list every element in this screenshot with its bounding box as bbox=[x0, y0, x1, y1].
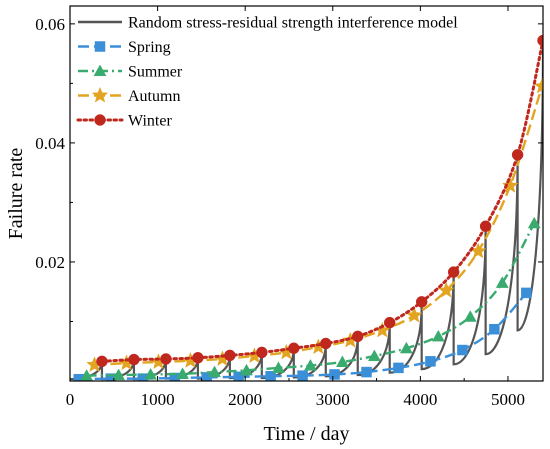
x-tick-label: 3000 bbox=[316, 390, 350, 409]
data-point-summer-7 bbox=[304, 359, 317, 371]
data-point-winter-11 bbox=[447, 266, 460, 278]
x-tick-label: 4000 bbox=[403, 390, 437, 409]
data-point-spring-11 bbox=[425, 356, 436, 367]
data-point-winter-12 bbox=[479, 220, 492, 232]
data-point-summer-11 bbox=[431, 329, 445, 342]
data-point-autumn-10 bbox=[405, 306, 423, 323]
data-point-winter-6 bbox=[288, 342, 300, 355]
data-point-winter-2 bbox=[160, 353, 172, 365]
legend-entry-4: Winter bbox=[76, 113, 172, 130]
data-point-summer-13 bbox=[495, 276, 509, 288]
data-point-autumn-13 bbox=[501, 177, 519, 193]
plot-frame bbox=[69, 5, 544, 382]
data-point-winter-9 bbox=[383, 316, 396, 329]
y-tick-label: 0.02 bbox=[35, 253, 65, 272]
data-point-spring-7 bbox=[297, 370, 308, 381]
data-point-winter-13 bbox=[511, 149, 524, 161]
data-point-spring-6 bbox=[265, 370, 276, 381]
legend-marker bbox=[94, 41, 106, 52]
data-point-autumn-14 bbox=[533, 77, 543, 94]
data-point-summer-10 bbox=[399, 341, 413, 354]
data-point-summer-3 bbox=[176, 367, 189, 379]
data-point-winter-0 bbox=[96, 355, 108, 368]
legend-marker bbox=[93, 64, 107, 77]
tick-labels: 0 1000 2000 3000 4000 5000 0.02 0.04 0.06 bbox=[35, 15, 525, 409]
series-line bbox=[78, 292, 528, 381]
legend-label: Winter bbox=[128, 113, 172, 130]
data-point-summer-12 bbox=[463, 310, 477, 322]
data-point-spring-12 bbox=[457, 344, 468, 356]
data-point-winter-3 bbox=[192, 352, 204, 364]
data-point-spring-10 bbox=[393, 362, 404, 374]
series-2 bbox=[80, 216, 541, 381]
data-point-summer-4 bbox=[208, 365, 221, 378]
data-point-summer-14 bbox=[527, 216, 541, 229]
axes bbox=[69, 5, 544, 382]
legend-marker bbox=[91, 86, 109, 103]
y-tick-label: 0.06 bbox=[35, 15, 65, 34]
x-tick-label: 0 bbox=[66, 390, 75, 409]
data-point-winter-10 bbox=[415, 296, 428, 308]
legend-entry-1: Spring bbox=[78, 39, 171, 56]
data-point-summer-5 bbox=[240, 363, 253, 376]
data-point-winter-7 bbox=[320, 337, 332, 350]
legend-entry-3: Autumn bbox=[78, 86, 180, 105]
x-tick-label: 5000 bbox=[491, 390, 525, 409]
x-tick-label: 1000 bbox=[141, 390, 175, 409]
y-tick-label: 0.04 bbox=[35, 134, 65, 153]
data-point-summer-6 bbox=[272, 361, 285, 373]
series-layer bbox=[70, 34, 543, 381]
legend-label: Random stress-residual strength interfer… bbox=[128, 15, 458, 32]
data-point-summer-2 bbox=[144, 367, 158, 380]
data-point-spring-13 bbox=[489, 323, 500, 335]
data-point-winter-8 bbox=[351, 330, 364, 343]
data-point-summer-1 bbox=[112, 368, 126, 381]
x-tick-label: 2000 bbox=[228, 390, 262, 409]
data-point-winter-1 bbox=[128, 353, 140, 366]
legend-entry-0: Random stress-residual strength interfer… bbox=[78, 15, 458, 32]
legend-label: Spring bbox=[128, 39, 171, 56]
series-1 bbox=[73, 287, 532, 381]
data-point-spring-5 bbox=[233, 371, 244, 381]
data-point-winter-5 bbox=[256, 346, 268, 359]
data-point-winter-4 bbox=[224, 349, 236, 362]
x-axis-label: Time / day bbox=[264, 423, 350, 445]
legend-entry-2: Summer bbox=[78, 64, 183, 81]
legend-label: Summer bbox=[128, 64, 183, 81]
series-4 bbox=[96, 34, 543, 368]
data-point-spring-8 bbox=[329, 369, 340, 380]
legend-marker bbox=[94, 114, 106, 126]
data-point-winter-14 bbox=[537, 34, 543, 47]
data-point-spring-9 bbox=[361, 366, 372, 378]
legend: Random stress-residual strength interfer… bbox=[76, 15, 458, 130]
data-point-summer-9 bbox=[367, 349, 381, 362]
data-point-spring-14 bbox=[521, 287, 532, 299]
legend-label: Autumn bbox=[128, 88, 180, 105]
y-axis-label: Failure rate bbox=[5, 148, 27, 240]
data-point-summer-8 bbox=[335, 355, 349, 368]
